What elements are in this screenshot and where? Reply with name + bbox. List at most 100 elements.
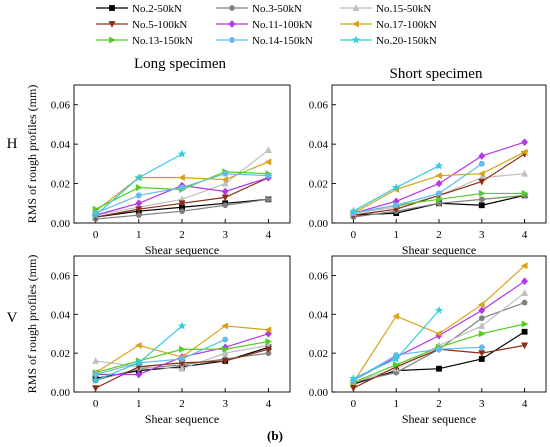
- panels: 0.00 0.02 0.04 0.06 0 1 2 3 4 Shear sequence RMS o…: [25, 84, 547, 426]
- data-point: [349, 373, 358, 383]
- data-point: [221, 322, 229, 330]
- data-point: [520, 148, 528, 156]
- data-point: [435, 179, 443, 188]
- data-point: [478, 178, 486, 186]
- data-point: [179, 208, 185, 215]
- data-point: [265, 337, 273, 345]
- panel-v-long: 0.00 0.02 0.04 0.06 0 1 2 3 4 Shear sequence RMS o…: [25, 255, 291, 426]
- row-label-h: H: [7, 136, 18, 152]
- series-no-20-150kn: [349, 161, 444, 215]
- x-tick-label: 3: [479, 398, 485, 410]
- data-point: [264, 146, 272, 153]
- legend-swatch-marker: [109, 5, 115, 11]
- data-point: [521, 289, 529, 296]
- data-point: [477, 170, 485, 178]
- x-tick-label: 0: [351, 229, 357, 241]
- data-point: [435, 330, 442, 338]
- data-point: [178, 364, 186, 372]
- x-axis-label: Shear sequence: [402, 243, 476, 257]
- y-tick-label: 0.02: [309, 179, 328, 191]
- data-point: [477, 301, 485, 309]
- x-tick-label: 0: [93, 229, 99, 241]
- data-point: [392, 202, 400, 209]
- x-tick-label: 3: [479, 229, 485, 241]
- data-point: [91, 210, 100, 219]
- y-tick-label: 0.06: [309, 270, 329, 282]
- legend-swatch-marker: [108, 21, 116, 28]
- y-tick-label: 0.00: [51, 218, 71, 230]
- series-no-20-150kn: [91, 321, 187, 384]
- data-point: [436, 195, 443, 203]
- legend-swatch-marker: [352, 20, 359, 28]
- legend-label: No.14-150kN: [252, 35, 313, 47]
- data-point: [91, 375, 100, 384]
- data-point: [221, 358, 229, 365]
- data-point: [478, 161, 486, 167]
- data-point: [135, 212, 142, 219]
- data-point: [478, 350, 486, 357]
- data-point: [349, 206, 358, 215]
- data-point: [478, 330, 486, 338]
- x-tick-label: 3: [222, 229, 228, 241]
- panel-h-short: 0.00 0.02 0.04 0.06 0 1 2 3 4 Shear sequence: [309, 84, 547, 257]
- series-no-14-150kn: [92, 170, 272, 216]
- data-point: [392, 312, 400, 320]
- data-point: [435, 172, 442, 180]
- y-tick-label: 0.04: [51, 309, 71, 321]
- data-point: [393, 361, 401, 369]
- plot-frame: [331, 255, 547, 393]
- data-point: [521, 328, 528, 335]
- data-point: [478, 152, 486, 160]
- y-tick-label: 0.04: [51, 139, 71, 151]
- legend-label: No.2-50kN: [132, 3, 182, 15]
- legend-item-no-13-150kn: No.13-150kN: [96, 35, 193, 47]
- data-point: [391, 354, 401, 363]
- col-title-short: Short specimen: [390, 66, 483, 82]
- data-point: [435, 190, 443, 197]
- x-tick-label: 0: [93, 398, 99, 410]
- data-point: [478, 202, 485, 209]
- data-point: [177, 321, 187, 330]
- series-no-14-150kn: [92, 336, 229, 378]
- data-point: [391, 183, 401, 192]
- legend-item-no-14-150kn: No.14-150kN: [216, 35, 313, 47]
- data-point: [478, 315, 485, 322]
- x-tick-label: 4: [522, 398, 528, 410]
- data-point: [178, 356, 186, 362]
- data-point: [178, 200, 186, 208]
- series-no-20-150kn: [349, 305, 444, 383]
- legend-item-no-17-100kn: No.17-100kN: [340, 19, 437, 31]
- y-tick-label: 0.06: [51, 270, 71, 282]
- legend-swatch-marker: [229, 5, 235, 11]
- data-point: [478, 322, 486, 329]
- x-tick-label: 4: [266, 398, 272, 410]
- x-tick-label: 2: [179, 229, 185, 241]
- legend-item-no-15-50kn: No.15-50kN: [340, 3, 431, 15]
- legend-label: No.13-150kN: [132, 35, 193, 47]
- legend-item-no-20-150kn: No.20-150kN: [340, 35, 437, 47]
- legend-label: No.11-100kN: [252, 19, 312, 31]
- data-point: [177, 149, 187, 158]
- data-point: [520, 262, 528, 270]
- data-point: [264, 326, 272, 334]
- panel-v-short: 0.00 0.02 0.04 0.06 0 1 2 3 4 Shear sequence: [309, 255, 547, 426]
- panel-h-long: 0.00 0.02 0.04 0.06 0 1 2 3 4 Shear sequence RMS o…: [25, 84, 291, 257]
- legend-label: No.15-50kN: [376, 3, 431, 15]
- data-point: [221, 179, 229, 187]
- x-axis-label: Shear sequence: [145, 412, 219, 426]
- legend-swatch-marker: [351, 35, 361, 44]
- series-line: [353, 346, 482, 381]
- data-point: [521, 138, 529, 147]
- legend-swatch-marker: [109, 36, 116, 44]
- data-point: [134, 173, 144, 182]
- data-point: [434, 161, 444, 170]
- data-point: [221, 187, 229, 196]
- legend-item-no-11-100kn: No.11-100kN: [216, 19, 312, 31]
- data-point: [264, 346, 272, 354]
- x-tick-label: 1: [393, 229, 399, 241]
- data-point: [265, 196, 272, 203]
- x-axis-label: Shear sequence: [402, 412, 476, 426]
- data-point: [521, 299, 528, 306]
- x-tick-label: 4: [522, 229, 528, 241]
- y-tick-label: 0.00: [309, 387, 329, 399]
